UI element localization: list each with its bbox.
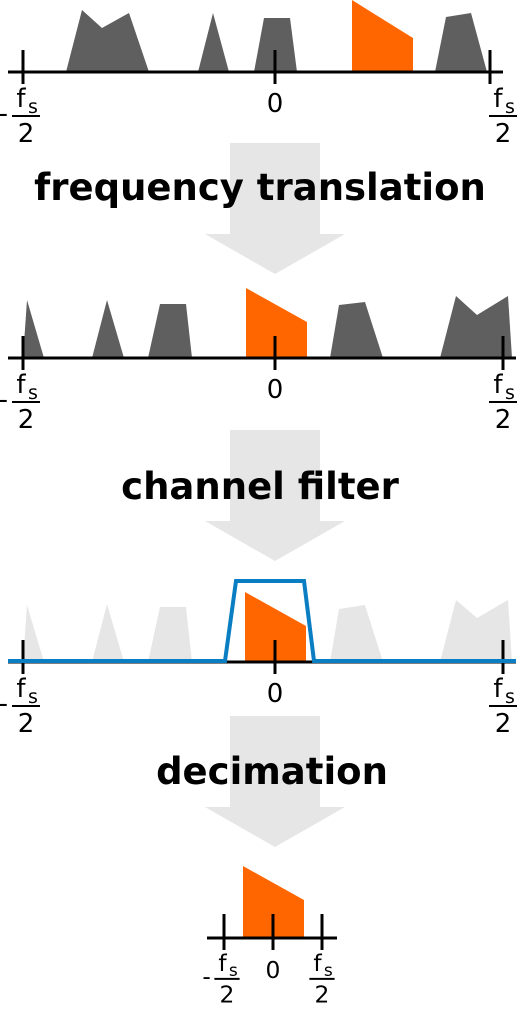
- fraction-denominator: 2: [495, 405, 512, 435]
- fs-label: f: [493, 674, 503, 704]
- fs-subscript: s: [28, 96, 38, 118]
- zero-label: 0: [267, 375, 284, 405]
- spectrum-panel-translated: [8, 288, 516, 370]
- fs-label: f: [16, 370, 26, 400]
- selected-band: [352, 0, 413, 72]
- fs-subscript: s: [505, 382, 515, 404]
- fs-subscript: s: [324, 961, 333, 981]
- channel-filter-response: [8, 579, 516, 663]
- fs-label: f: [16, 84, 26, 114]
- fs-subscript: s: [505, 96, 515, 118]
- step-label-frequency-translation: frequency translation: [34, 166, 486, 209]
- step-label-channel-filter: channel filter: [121, 465, 399, 508]
- fs-subscript: s: [28, 686, 38, 708]
- arrow-down-2: [205, 430, 345, 561]
- signal-band: [148, 304, 192, 358]
- signal-band: [92, 300, 124, 358]
- faded-band: [92, 604, 124, 662]
- faded-band: [23, 605, 44, 662]
- signal-band: [254, 18, 297, 72]
- selected-band: [245, 592, 306, 662]
- fs-label: f: [313, 949, 322, 977]
- fraction-denominator: 2: [495, 119, 512, 149]
- fraction-denominator: 2: [18, 709, 35, 739]
- spectrum-panel-decimated: [207, 866, 337, 950]
- arrow-down-1: [205, 143, 345, 274]
- zero-label: 0: [267, 89, 284, 119]
- spectrum-panel-filtered: [8, 579, 516, 674]
- fs-subscript: s: [229, 961, 238, 981]
- signal-band: [330, 302, 383, 358]
- minus-sign: -: [0, 99, 8, 129]
- fraction-denominator: 2: [315, 980, 330, 1008]
- fraction-denominator: 2: [220, 980, 235, 1008]
- signal-band: [23, 300, 44, 358]
- spectrum-panel-original: [8, 0, 503, 84]
- faded-band: [440, 600, 512, 662]
- fs-subscript: s: [505, 686, 515, 708]
- fs-subscript: s: [28, 382, 38, 404]
- fs-label: f: [493, 370, 503, 400]
- fs-label: f: [16, 674, 26, 704]
- fs-label: f: [218, 949, 227, 977]
- signal-band: [435, 13, 487, 72]
- selected-band: [243, 866, 304, 938]
- faded-band: [330, 605, 383, 662]
- zero-label: 0: [267, 679, 284, 709]
- signal-band: [440, 296, 512, 358]
- minus-sign: -: [0, 385, 8, 415]
- step-label-decimation: decimation: [156, 750, 388, 793]
- signal-band: [66, 10, 149, 72]
- fraction-denominator: 2: [18, 405, 35, 435]
- fraction-denominator: 2: [495, 709, 512, 739]
- selected-band: [246, 288, 307, 358]
- minus-sign: -: [202, 962, 210, 990]
- zero-label: 0: [266, 956, 281, 984]
- signal-band: [198, 13, 229, 72]
- faded-band: [148, 607, 192, 662]
- minus-sign: -: [0, 689, 8, 719]
- fraction-denominator: 2: [18, 119, 35, 149]
- arrow-down-3: [205, 716, 345, 847]
- fs-label: f: [493, 84, 503, 114]
